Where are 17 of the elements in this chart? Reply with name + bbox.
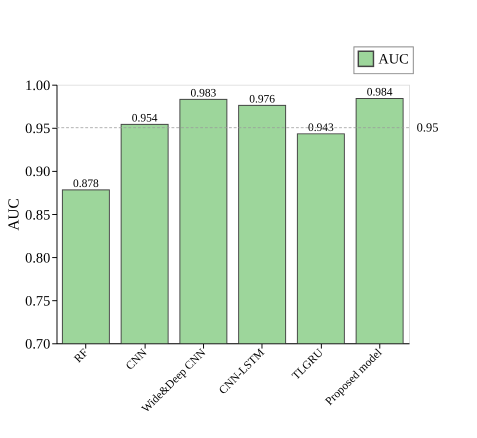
data-label: 0.878 (72, 178, 100, 190)
data-label: 0.976 (249, 94, 276, 106)
y-tick-label: 0.85 (25, 207, 50, 224)
data-label: 0.983 (190, 87, 217, 100)
data-label: 0.943 (308, 122, 334, 134)
y-tick-label: 0.95 (25, 121, 50, 138)
y-axis-title: AUC (5, 198, 22, 231)
y-tick-label: 0.90 (25, 164, 50, 180)
y-tick-label: 0.75 (25, 293, 50, 310)
data-label: 0.984 (366, 86, 393, 99)
ref-line-label: 0.95 (416, 120, 438, 135)
y-tick-label: 0.70 (25, 336, 50, 353)
y-tick-label: 0.80 (25, 250, 50, 266)
data-label: 0.954 (132, 112, 158, 124)
legend-label: AUC (378, 52, 409, 68)
y-tick-label: 1.00 (25, 78, 50, 94)
x-tick-label: RF (72, 346, 91, 366)
